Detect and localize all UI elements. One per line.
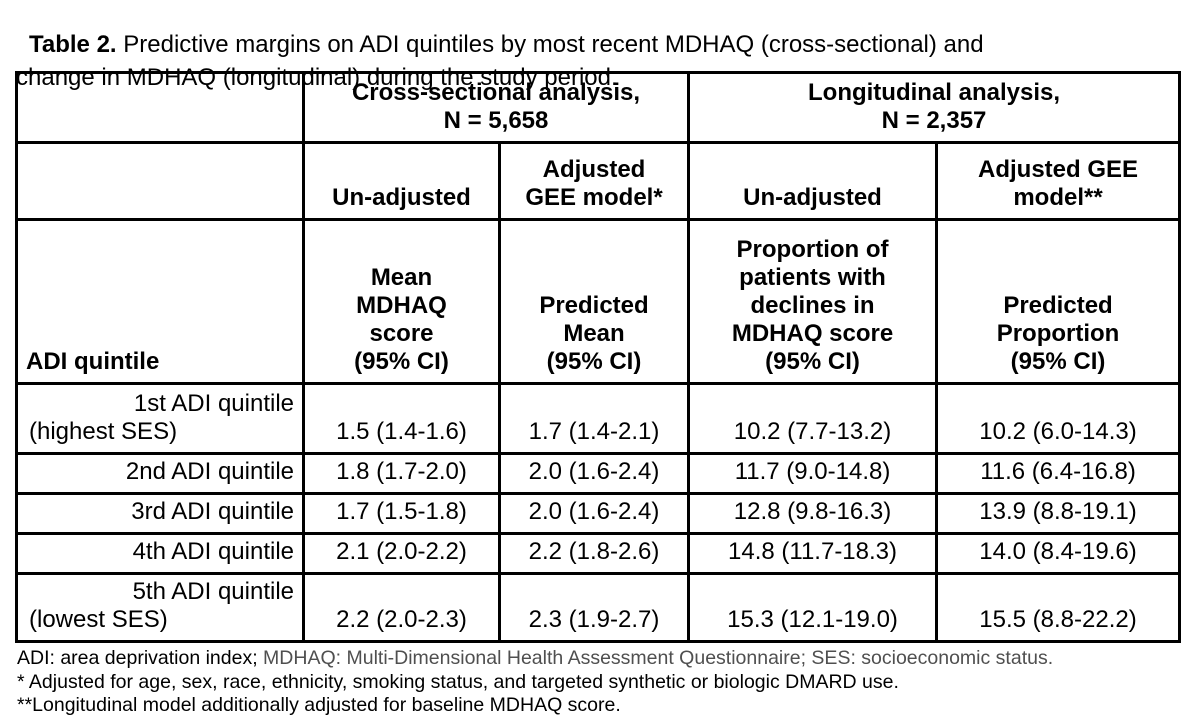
footnote-abbrev-secondary: MDHAQ: Multi-Dimensional Health Assessme… [257,647,1054,669]
value-cs-unadjusted: 1.7 (1.5-1.8) [302,492,501,535]
value-lg-unadjusted: 12.8 (9.8-16.3) [687,492,939,535]
table-row-quintile-3: 3rd ADI quintile 1.7 (1.5-1.8) 2.0 (1.6-… [15,492,1182,535]
row-label-line1: 3rd ADI quintile [131,498,294,525]
value-lg-unadjusted: 15.3 (12.1-19.0) [687,572,939,643]
footnote-star: * Adjusted for age, sex, race, ethnicity… [17,670,899,693]
row-label-quintile-2: 2nd ADI quintile [15,452,305,495]
group-header-longitudinal: Longitudinal analysis, N = 2,357 [687,71,1182,144]
empty-corner-cell [15,71,305,144]
value-cs-adjusted: 2.0 (1.6-2.4) [497,492,691,535]
empty-cell [15,141,305,221]
row-label-quintile-1: 1st ADI quintile (highest SES) [15,382,305,455]
row-label-quintile-4: 4th ADI quintile [15,532,305,575]
value-cs-unadjusted: 1.5 (1.4-1.6) [302,382,501,455]
value-cs-adjusted: 2.3 (1.9-2.7) [497,572,691,643]
value-lg-adjusted: 10.2 (6.0-14.3) [935,382,1182,455]
table-row-quintile-4: 4th ADI quintile 2.1 (2.0-2.2) 2.2 (1.8-… [15,532,1182,575]
footnote-abbrev-primary: ADI: area deprivation index; [17,647,258,669]
value-cs-adjusted: 2.0 (1.6-2.4) [497,452,691,495]
model-header-lg-unadjusted: Un-adjusted [687,141,939,221]
footnote-double-star: **Longitudinal model additionally adjust… [17,694,621,716]
column-header-row: ADI quintile Mean MDHAQ score (95% CI) P… [15,218,1182,385]
model-header-cs-adjusted: Adjusted GEE model* [497,141,691,221]
value-lg-adjusted: 13.9 (8.8-19.1) [935,492,1182,535]
column-header-proportion-declines: Proportion of patients with declines in … [687,218,939,385]
model-header-row: Un-adjusted Adjusted GEE model* Un-adjus… [15,141,1182,221]
row-label-line2: (highest SES) [29,418,178,445]
column-header-adi-quintile: ADI quintile [15,218,305,385]
value-lg-unadjusted: 10.2 (7.7-13.2) [687,382,939,455]
table-row-quintile-5: 5th ADI quintile (lowest SES) 2.2 (2.0-2… [15,572,1182,643]
value-lg-adjusted: 15.5 (8.8-22.2) [935,572,1182,643]
value-cs-unadjusted: 1.8 (1.7-2.0) [302,452,501,495]
model-header-cs-unadjusted: Un-adjusted [302,141,501,221]
row-label-quintile-3: 3rd ADI quintile [15,492,305,535]
row-label-line1: 4th ADI quintile [132,538,294,565]
value-lg-unadjusted: 11.7 (9.0-14.8) [687,452,939,495]
footnotes: ADI: area deprivation index; MDHAQ: Mult… [17,647,1177,718]
results-table: Cross-sectional analysis, N = 5,658 Long… [15,71,1182,643]
table-row-quintile-2: 2nd ADI quintile 1.8 (1.7-2.0) 2.0 (1.6-… [15,452,1182,495]
row-label-line1: 2nd ADI quintile [125,458,294,485]
value-cs-unadjusted: 2.1 (2.0-2.2) [302,532,501,575]
row-label-quintile-5: 5th ADI quintile (lowest SES) [15,572,305,643]
value-lg-adjusted: 11.6 (6.4-16.8) [935,452,1182,495]
group-header-row: Cross-sectional analysis, N = 5,658 Long… [15,71,1182,144]
value-cs-adjusted: 2.2 (1.8-2.6) [497,532,691,575]
group-header-cross-sectional: Cross-sectional analysis, N = 5,658 [301,71,691,144]
value-lg-adjusted: 14.0 (8.4-19.6) [935,532,1182,575]
column-header-mean-mdhaq: Mean MDHAQ score (95% CI) [302,218,501,385]
column-header-predicted-mean: Predicted Mean (95% CI) [497,218,691,385]
row-label-line2: (lowest SES) [29,606,168,633]
value-lg-unadjusted: 14.8 (11.7-18.3) [687,532,939,575]
value-cs-adjusted: 1.7 (1.4-2.1) [497,382,691,455]
table-caption-number: Table 2. [29,31,117,58]
table-row-quintile-1: 1st ADI quintile (highest SES) 1.5 (1.4-… [15,382,1182,455]
column-header-predicted-proportion: Predicted Proportion (95% CI) [935,218,1182,385]
value-cs-unadjusted: 2.2 (2.0-2.3) [302,572,501,643]
row-label-line1: 5th ADI quintile [132,578,294,605]
footnote-abbreviations: ADI: area deprivation index; MDHAQ: Mult… [17,647,1177,671]
model-header-lg-adjusted: Adjusted GEE model** [935,141,1182,221]
row-label-line1: 1st ADI quintile [133,390,294,417]
